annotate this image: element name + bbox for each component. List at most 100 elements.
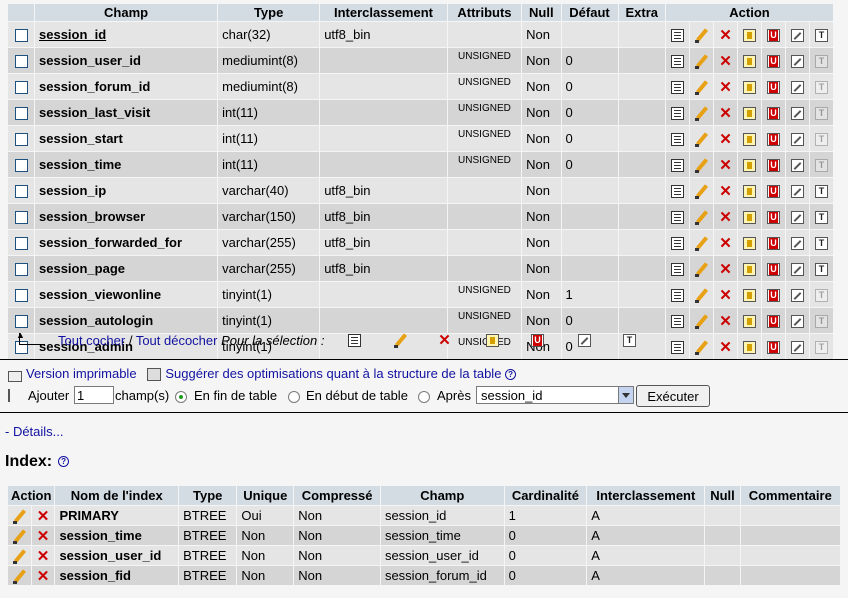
- row-checkbox[interactable]: [14, 133, 28, 147]
- primary-key-icon[interactable]: [743, 289, 756, 303]
- primary-key-icon[interactable]: [743, 133, 756, 147]
- edit-icon[interactable]: [695, 263, 708, 278]
- radio-end-of-table[interactable]: [175, 391, 187, 403]
- edit-icon[interactable]: [695, 81, 708, 96]
- index-icon[interactable]: [791, 289, 804, 303]
- drop-icon[interactable]: ✕: [719, 287, 732, 305]
- primary-key-icon[interactable]: [743, 159, 756, 173]
- unique-icon[interactable]: [767, 341, 780, 355]
- browse-icon[interactable]: [671, 341, 684, 355]
- index-icon[interactable]: [791, 185, 804, 199]
- after-field-select[interactable]: session_id: [476, 386, 634, 404]
- unique-icon[interactable]: [767, 211, 780, 225]
- primary-key-icon[interactable]: [743, 29, 756, 43]
- browse-icon[interactable]: [671, 159, 684, 173]
- fulltext-icon[interactable]: [623, 334, 636, 347]
- edit-icon[interactable]: [695, 341, 708, 356]
- fulltext-icon[interactable]: [815, 263, 828, 277]
- uncheck-all-link[interactable]: Tout décocher: [135, 333, 218, 348]
- index-icon[interactable]: [791, 315, 804, 329]
- primary-key-icon[interactable]: [743, 185, 756, 199]
- unique-icon[interactable]: [767, 315, 780, 329]
- primary-key-icon[interactable]: [743, 315, 756, 329]
- index-icon[interactable]: [791, 237, 804, 251]
- drop-icon[interactable]: ✕: [719, 131, 732, 149]
- drop-icon[interactable]: ✕: [719, 261, 732, 279]
- fulltext-icon[interactable]: [815, 237, 828, 251]
- drop-icon[interactable]: ✕: [36, 568, 50, 586]
- drop-icon[interactable]: ✕: [719, 53, 732, 71]
- drop-icon[interactable]: ✕: [719, 313, 732, 331]
- drop-icon[interactable]: ✕: [719, 183, 732, 201]
- browse-icon[interactable]: [671, 185, 684, 199]
- row-checkbox[interactable]: [14, 29, 28, 43]
- drop-icon[interactable]: ✕: [719, 105, 732, 123]
- index-icon[interactable]: [791, 133, 804, 147]
- drop-icon[interactable]: ✕: [719, 27, 732, 45]
- browse-icon[interactable]: [671, 29, 684, 43]
- index-icon[interactable]: [791, 211, 804, 225]
- row-checkbox[interactable]: [14, 211, 28, 225]
- unique-icon[interactable]: [767, 289, 780, 303]
- primary-key-icon[interactable]: [743, 55, 756, 69]
- drop-icon[interactable]: ✕: [719, 339, 732, 357]
- execute-button[interactable]: Exécuter: [636, 385, 710, 407]
- edit-icon[interactable]: [695, 315, 708, 330]
- index-icon[interactable]: [791, 159, 804, 173]
- index-icon[interactable]: [791, 29, 804, 43]
- edit-icon[interactable]: [12, 570, 26, 585]
- browse-icon[interactable]: [671, 263, 684, 277]
- browse-icon[interactable]: [671, 133, 684, 147]
- unique-icon[interactable]: [767, 133, 780, 147]
- browse-icon[interactable]: [671, 315, 684, 329]
- primary-key-icon[interactable]: [743, 81, 756, 95]
- fulltext-icon[interactable]: [815, 29, 828, 43]
- fulltext-icon[interactable]: [815, 315, 828, 329]
- unique-icon[interactable]: [767, 185, 780, 199]
- index-icon[interactable]: [791, 263, 804, 277]
- field-count-input[interactable]: [74, 386, 114, 404]
- edit-icon[interactable]: [12, 550, 26, 565]
- unique-icon[interactable]: [767, 81, 780, 95]
- help-icon[interactable]: ?: [505, 369, 517, 381]
- edit-icon[interactable]: [12, 510, 26, 525]
- radio-beginning-of-table[interactable]: [288, 391, 300, 403]
- row-checkbox[interactable]: [14, 81, 28, 95]
- edit-icon[interactable]: [695, 289, 708, 304]
- fulltext-icon[interactable]: [815, 107, 828, 121]
- browse-icon[interactable]: [671, 81, 684, 95]
- edit-icon[interactable]: [695, 237, 708, 252]
- edit-icon[interactable]: [695, 159, 708, 174]
- row-checkbox[interactable]: [14, 107, 28, 121]
- fulltext-icon[interactable]: [815, 185, 828, 199]
- edit-icon[interactable]: [12, 530, 26, 545]
- edit-icon[interactable]: [695, 133, 708, 148]
- propose-structure-link[interactable]: Suggérer des optimisations quant à la st…: [165, 366, 502, 381]
- row-checkbox[interactable]: [14, 315, 28, 329]
- unique-icon[interactable]: [767, 263, 780, 277]
- help-icon[interactable]: ?: [58, 456, 70, 468]
- browse-icon[interactable]: [671, 289, 684, 303]
- browse-icon[interactable]: [671, 211, 684, 225]
- unique-icon[interactable]: [767, 237, 780, 251]
- drop-icon[interactable]: ✕: [719, 157, 732, 175]
- row-checkbox[interactable]: [14, 185, 28, 199]
- index-icon[interactable]: [791, 107, 804, 121]
- browse-icon[interactable]: [348, 334, 361, 347]
- fulltext-icon[interactable]: [815, 341, 828, 355]
- unique-icon[interactable]: [767, 55, 780, 69]
- drop-icon[interactable]: ✕: [438, 332, 451, 349]
- unique-icon[interactable]: [767, 29, 780, 43]
- fulltext-icon[interactable]: [815, 133, 828, 147]
- fulltext-icon[interactable]: [815, 81, 828, 95]
- edit-icon[interactable]: [394, 334, 407, 348]
- row-checkbox[interactable]: [14, 289, 28, 303]
- index-icon[interactable]: [578, 334, 591, 347]
- edit-icon[interactable]: [695, 107, 708, 122]
- primary-key-icon[interactable]: [743, 263, 756, 277]
- check-all-link[interactable]: Tout cocher: [58, 333, 126, 348]
- row-checkbox[interactable]: [14, 159, 28, 173]
- drop-icon[interactable]: ✕: [36, 508, 50, 526]
- chevron-down-icon[interactable]: [618, 387, 633, 403]
- browse-icon[interactable]: [671, 237, 684, 251]
